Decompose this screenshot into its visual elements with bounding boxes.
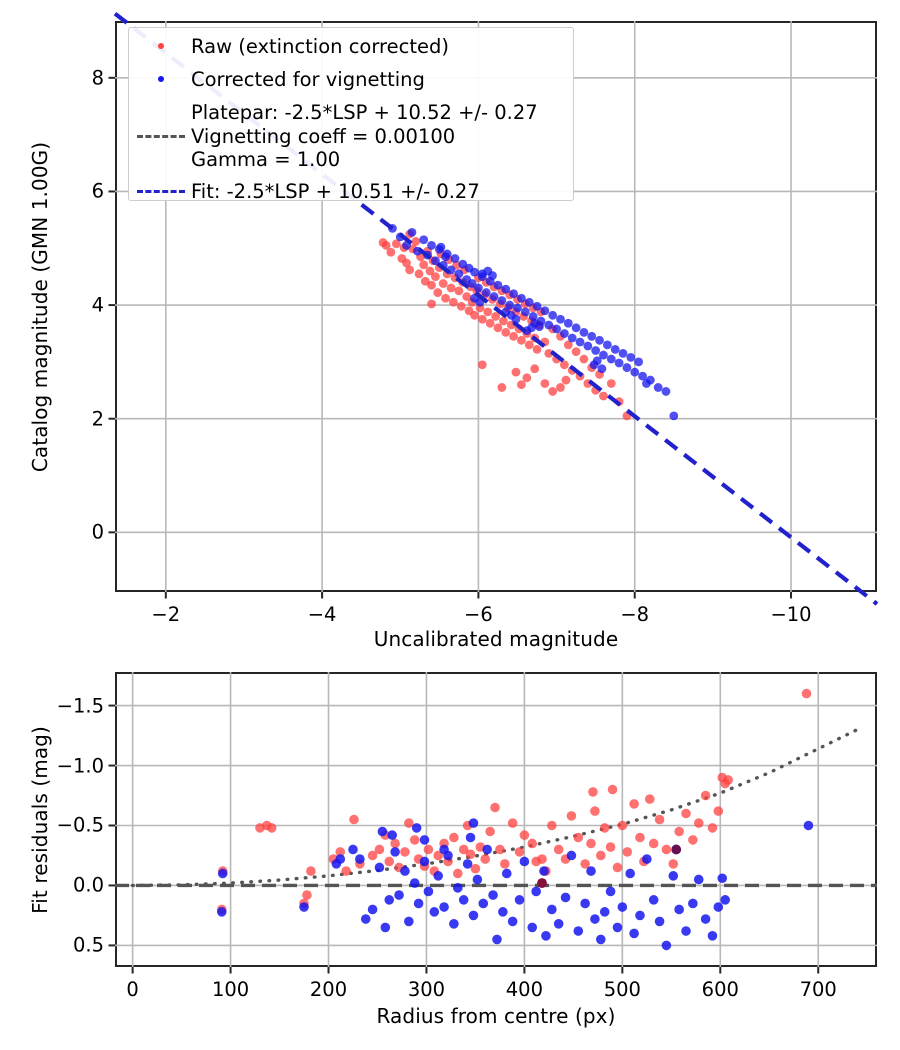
bottom-x-axis-label: Radius from centre (px) [376, 1004, 616, 1028]
legend-entry-raw: Raw (extinction corrected) [137, 35, 449, 59]
top-xtick-label: −10 [770, 603, 812, 626]
bottom-xtick-label: 0 [126, 978, 139, 1001]
bottom-ytick-label: −1.5 [56, 694, 104, 718]
top-ytick-label: 0 [91, 520, 104, 544]
bottom-xtick-label: 600 [701, 978, 739, 1001]
legend-dashed-gray-icon [137, 101, 185, 173]
fit-residuals-axes [115, 672, 877, 967]
scatter-series [378, 229, 632, 421]
bottom-xtick-label: 500 [603, 978, 641, 1001]
legend: Raw (extinction corrected) Corrected for… [128, 27, 574, 204]
bottom-ytick-label: 0.5 [72, 933, 104, 957]
legend-marker-raw-icon [137, 35, 185, 57]
legend-entry-corrected: Corrected for vignetting [137, 68, 425, 92]
legend-label-corrected: Corrected for vignetting [191, 68, 425, 91]
top-ytick-label: 4 [91, 293, 104, 317]
top-y-axis-label: Catalog magnitude (GMN 1.00G) [28, 141, 52, 472]
legend-label-raw: Raw (extinction corrected) [191, 35, 449, 58]
bottom-ytick-label: −0.5 [56, 813, 104, 837]
bottom-xtick-label: 400 [505, 978, 544, 1001]
bottom-y-axis-label: Fit residuals (mag) [28, 725, 52, 914]
legend-marker-corrected-icon [137, 68, 185, 90]
top-xtick-label: −6 [464, 603, 493, 626]
legend-entry-fit: Fit: -2.5*LSP + 10.51 +/- 0.27 [137, 180, 480, 204]
bottom-xtick-label: 100 [211, 978, 250, 1001]
fit-residuals-plot [108, 672, 877, 974]
top-ytick-label: 8 [91, 66, 104, 90]
top-xtick-label: −8 [620, 603, 650, 626]
bottom-xtick-label: 300 [407, 978, 446, 1001]
top-ytick-label: 6 [91, 179, 104, 203]
scatter-series [216, 818, 814, 951]
top-xtick-label: −2 [151, 603, 181, 626]
bottom-xtick-label: 200 [309, 978, 348, 1001]
legend-label-fit: Fit: -2.5*LSP + 10.51 +/- 0.27 [191, 180, 480, 203]
legend-entry-platepar: Platepar: -2.5*LSP + 10.52 +/- 0.27 Vign… [137, 101, 538, 173]
bottom-xtick-label: 700 [799, 978, 837, 1001]
scatter-series [388, 223, 679, 421]
bottom-ytick-label: 0.0 [72, 873, 104, 897]
top-x-axis-label: Uncalibrated magnitude [373, 627, 619, 651]
legend-label-platepar: Platepar: -2.5*LSP + 10.52 +/- 0.27 Vign… [191, 101, 538, 171]
top-xtick-label: −4 [307, 603, 337, 626]
legend-dashed-blue-icon [137, 180, 185, 202]
top-ytick-label: 2 [91, 407, 104, 431]
bottom-ytick-label: −1.0 [56, 754, 104, 778]
